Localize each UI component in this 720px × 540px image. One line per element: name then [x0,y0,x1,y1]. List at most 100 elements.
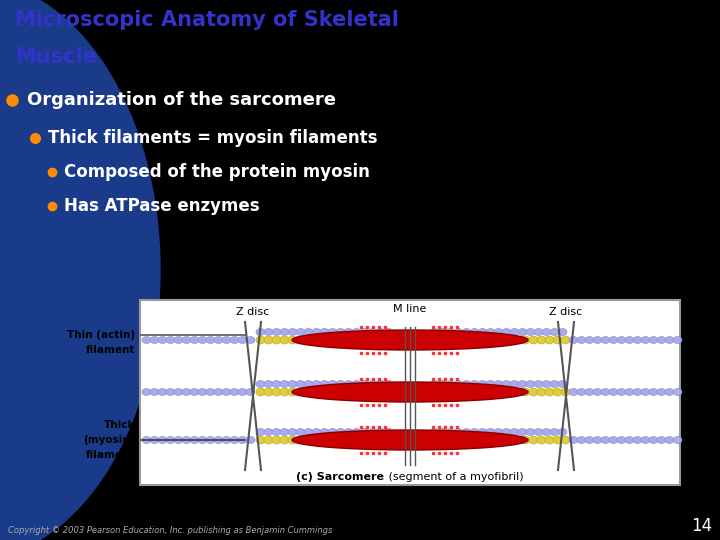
Ellipse shape [238,336,247,343]
Ellipse shape [222,336,231,343]
Ellipse shape [272,328,281,335]
Ellipse shape [360,328,369,335]
Ellipse shape [526,381,535,388]
Ellipse shape [288,429,297,435]
Ellipse shape [553,336,562,344]
Ellipse shape [320,429,329,435]
Ellipse shape [585,388,594,395]
Ellipse shape [641,388,650,395]
Text: Muscle: Muscle [15,47,97,67]
Ellipse shape [633,388,642,395]
Ellipse shape [486,381,495,388]
Ellipse shape [569,436,578,443]
Text: 14: 14 [691,517,712,535]
Ellipse shape [376,381,385,388]
Ellipse shape [296,436,305,444]
Ellipse shape [665,436,674,443]
Ellipse shape [230,336,239,343]
Ellipse shape [665,336,674,343]
Ellipse shape [673,436,682,443]
Ellipse shape [256,381,265,388]
Ellipse shape [526,429,535,435]
Ellipse shape [158,436,167,443]
Ellipse shape [585,436,594,443]
Ellipse shape [384,328,393,335]
Text: Z disc: Z disc [549,307,582,317]
Ellipse shape [561,388,570,396]
Ellipse shape [292,430,528,450]
Ellipse shape [246,388,255,395]
Ellipse shape [657,436,666,443]
Ellipse shape [328,328,337,335]
Ellipse shape [280,429,289,435]
Ellipse shape [166,388,175,395]
Ellipse shape [510,381,519,388]
Ellipse shape [288,388,297,396]
Ellipse shape [462,328,471,335]
Ellipse shape [190,388,199,395]
Ellipse shape [529,336,538,344]
Text: M line: M line [393,304,427,314]
Ellipse shape [494,429,503,435]
Ellipse shape [384,381,393,388]
Ellipse shape [649,388,658,395]
Ellipse shape [376,328,385,335]
Ellipse shape [238,436,247,443]
Ellipse shape [617,436,626,443]
Text: Thick: Thick [104,420,135,430]
Ellipse shape [478,328,487,335]
Ellipse shape [246,436,255,443]
Ellipse shape [478,381,487,388]
Ellipse shape [494,381,503,388]
Ellipse shape [198,336,207,343]
Ellipse shape [545,388,554,396]
Ellipse shape [320,381,329,388]
Ellipse shape [601,436,610,443]
Text: (myosin): (myosin) [84,435,135,445]
Ellipse shape [272,381,281,388]
Ellipse shape [617,388,626,395]
Ellipse shape [558,381,567,388]
Ellipse shape [502,328,511,335]
Ellipse shape [376,429,385,435]
Ellipse shape [288,436,297,444]
Ellipse shape [304,381,313,388]
Ellipse shape [462,429,471,435]
Ellipse shape [609,388,618,395]
Ellipse shape [521,336,530,344]
Ellipse shape [288,336,297,344]
Ellipse shape [296,388,305,396]
Ellipse shape [454,328,463,335]
Ellipse shape [649,436,658,443]
Ellipse shape [486,429,495,435]
Ellipse shape [470,429,479,435]
Ellipse shape [518,381,527,388]
Ellipse shape [368,429,377,435]
Ellipse shape [545,436,554,444]
Ellipse shape [158,388,167,395]
Ellipse shape [577,436,586,443]
Ellipse shape [558,429,567,435]
Ellipse shape [336,381,345,388]
Text: (c) Sarcomere: (c) Sarcomere [296,472,384,482]
Ellipse shape [446,328,455,335]
Ellipse shape [272,429,281,435]
Ellipse shape [553,388,562,396]
Ellipse shape [336,328,345,335]
Ellipse shape [550,328,559,335]
Ellipse shape [438,381,447,388]
Ellipse shape [288,381,297,388]
Ellipse shape [470,328,479,335]
Ellipse shape [537,388,546,396]
Text: (segment of a myofibril): (segment of a myofibril) [385,472,524,482]
Ellipse shape [336,429,345,435]
Ellipse shape [142,388,151,395]
Ellipse shape [513,436,522,444]
Ellipse shape [166,336,175,343]
Text: filament: filament [86,345,135,355]
Ellipse shape [214,388,223,395]
Ellipse shape [542,381,551,388]
Ellipse shape [182,388,191,395]
Ellipse shape [438,328,447,335]
Ellipse shape [518,429,527,435]
